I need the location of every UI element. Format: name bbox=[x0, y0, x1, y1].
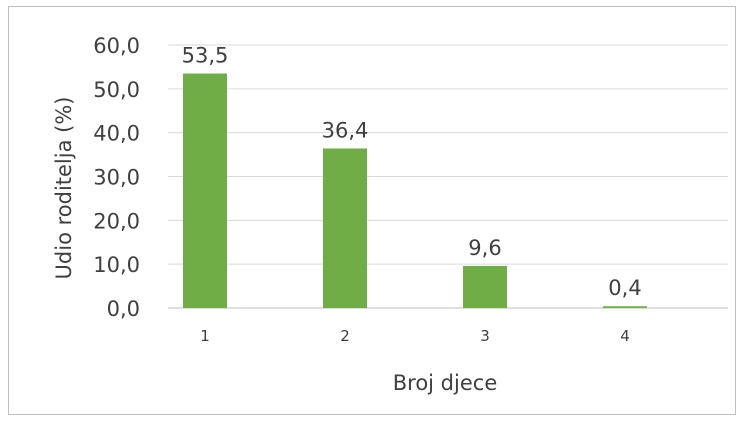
y-tick-label: 30,0 bbox=[93, 166, 140, 190]
x-tick-label: 3 bbox=[480, 327, 490, 345]
bar bbox=[603, 306, 647, 308]
x-axis-label: Broj djece bbox=[393, 371, 498, 395]
y-axis-label: Udio roditelja (%) bbox=[52, 97, 76, 280]
x-axis-ticks: 1 2 3 4 bbox=[200, 327, 630, 345]
y-tick-label: 50,0 bbox=[93, 78, 140, 102]
y-tick-label: 10,0 bbox=[93, 253, 140, 277]
data-label: 53,5 bbox=[182, 43, 229, 67]
y-tick-label: 20,0 bbox=[93, 209, 140, 233]
data-label: 36,4 bbox=[322, 118, 369, 142]
y-tick-label: 60,0 bbox=[93, 34, 140, 58]
x-tick-label: 1 bbox=[200, 327, 210, 345]
x-tick-label: 2 bbox=[340, 327, 350, 345]
bar bbox=[323, 148, 367, 308]
bar bbox=[183, 73, 227, 308]
chart-frame bbox=[8, 6, 736, 415]
data-label: 9,6 bbox=[468, 236, 501, 260]
data-labels: 53,5 36,4 9,6 0,4 bbox=[182, 43, 642, 300]
bar bbox=[463, 265, 507, 308]
x-tick-label: 4 bbox=[620, 327, 630, 345]
y-axis-ticks: 0,0 10,0 20,0 30,0 40,0 50,0 60,0 bbox=[93, 34, 140, 321]
data-label: 0,4 bbox=[608, 276, 641, 300]
bars bbox=[183, 73, 647, 308]
y-tick-label: 0,0 bbox=[107, 297, 140, 321]
gridlines bbox=[168, 44, 728, 309]
y-tick-label: 40,0 bbox=[93, 122, 140, 146]
